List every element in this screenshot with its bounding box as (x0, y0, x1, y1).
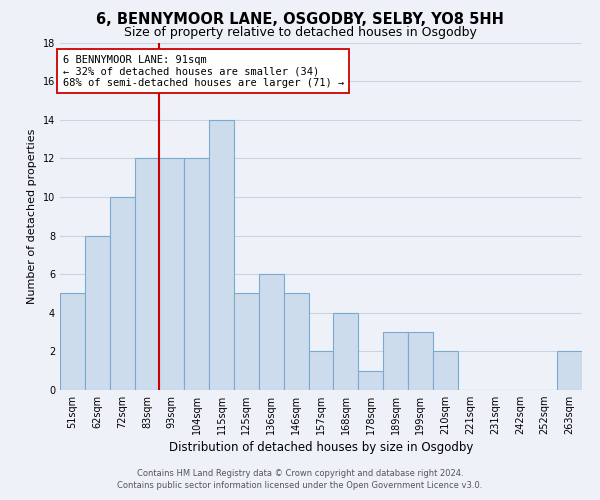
Bar (308, 352, 334, 390)
Bar (234, 294, 259, 390)
Bar (433, 352, 458, 390)
Text: 6 BENNYMOOR LANE: 91sqm
← 32% of detached houses are smaller (34)
68% of semi-de: 6 BENNYMOOR LANE: 91sqm ← 32% of detache… (62, 54, 344, 88)
Text: Contains HM Land Registry data © Crown copyright and database right 2024.
Contai: Contains HM Land Registry data © Crown c… (118, 468, 482, 490)
Bar (383, 332, 408, 390)
Text: Size of property relative to detached houses in Osgodby: Size of property relative to detached ho… (124, 26, 476, 39)
Bar (110, 197, 134, 390)
Bar (184, 158, 209, 390)
X-axis label: Distribution of detached houses by size in Osgodby: Distribution of detached houses by size … (169, 442, 473, 454)
Y-axis label: Number of detached properties: Number of detached properties (27, 128, 37, 304)
Bar (334, 313, 358, 390)
Bar (557, 352, 582, 390)
Bar (284, 294, 308, 390)
Bar (85, 236, 110, 390)
Bar (60, 294, 85, 390)
Bar (160, 158, 184, 390)
Bar (358, 370, 383, 390)
Bar (408, 332, 433, 390)
Text: 6, BENNYMOOR LANE, OSGODBY, SELBY, YO8 5HH: 6, BENNYMOOR LANE, OSGODBY, SELBY, YO8 5… (96, 12, 504, 28)
Bar (259, 274, 284, 390)
Bar (134, 158, 160, 390)
Bar (209, 120, 234, 390)
